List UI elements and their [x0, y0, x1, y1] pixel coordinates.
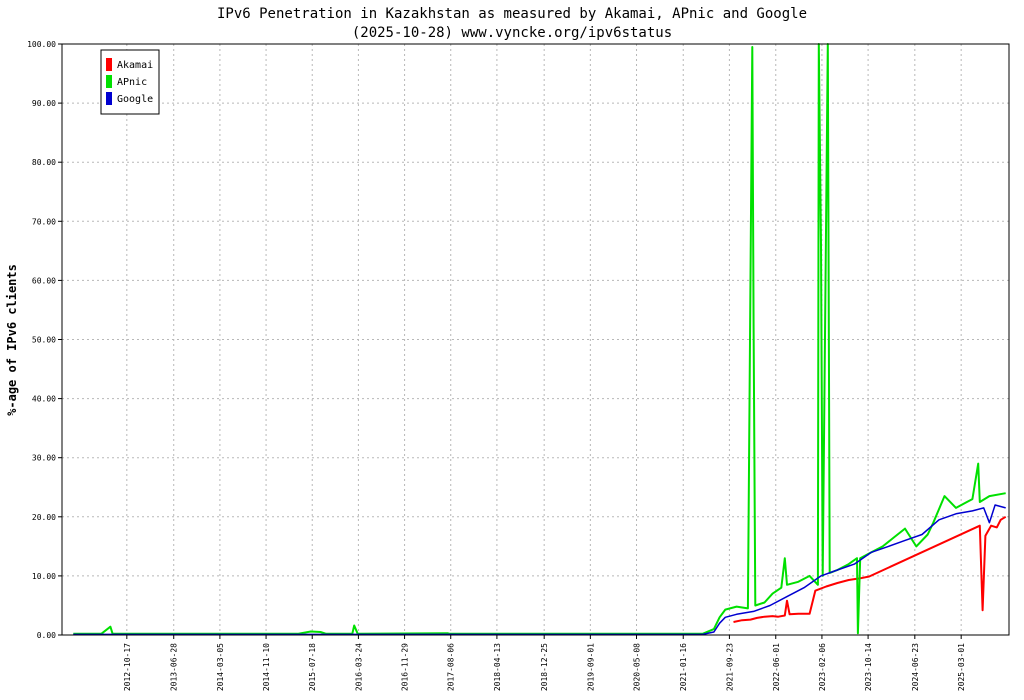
series-line-google	[73, 504, 1006, 636]
legend-swatch-akamai	[106, 58, 112, 71]
legend-swatch-apnic	[106, 75, 112, 88]
y-tick-label: 0.00	[37, 631, 56, 640]
y-tick-label: 60.00	[32, 276, 56, 285]
x-tick-label: 2022-06-01	[772, 643, 781, 691]
x-tick-label: 2025-03-01	[957, 643, 966, 691]
series-lines	[73, 43, 1007, 636]
legend-swatch-google	[106, 92, 112, 105]
legend-label-google: Google	[117, 94, 153, 105]
x-tick-label: 2021-01-16	[679, 643, 688, 691]
x-tick-label: 2013-06-28	[170, 643, 179, 691]
chart-subtitle: (2025-10-28) www.vyncke.org/ipv6status	[352, 25, 672, 41]
y-tick-label: 30.00	[32, 454, 56, 463]
y-tick-label: 10.00	[32, 572, 56, 581]
y-tick-labels: 0.00 10.00 20.00 30.00 40.00 50.00 60.00 70.00 8…	[27, 40, 56, 640]
y-tick-label: 100.00	[27, 40, 56, 49]
x-tick-label: 2019-09-01	[586, 643, 595, 691]
x-tick-label: 2020-05-08	[633, 643, 642, 691]
x-tick-labels: 2012-10-17 2013-06-28 2014-03-05 2014-11-10…	[123, 643, 966, 691]
x-tick-label: 2018-12-25	[540, 643, 549, 691]
grid-lines	[58, 43, 1009, 639]
series-line-apnic	[73, 43, 1006, 635]
x-tick-label: 2014-11-10	[262, 643, 271, 691]
y-tick-label: 90.00	[32, 99, 56, 108]
x-tick-label: 2012-10-17	[123, 643, 132, 691]
x-tick-label: 2023-10-14	[864, 643, 873, 691]
x-tick-label: 2016-11-29	[401, 643, 410, 691]
chart-title: IPv6 Penetration in Kazakhstan as measur…	[217, 6, 807, 22]
y-tick-label: 70.00	[32, 217, 56, 226]
x-tick-label: 2016-03-24	[354, 643, 363, 691]
legend-label-akamai: Akamai	[117, 60, 153, 71]
x-tick-label: 2015-07-18	[308, 643, 317, 691]
x-tick-label: 2021-09-23	[725, 643, 734, 691]
x-tick-label: 2018-04-13	[493, 643, 502, 691]
x-tick-label: 2017-08-06	[447, 643, 456, 691]
legend: Akamai APnic Google	[100, 49, 160, 115]
plot-frame	[61, 43, 1010, 636]
x-tick-label: 2024-06-23	[911, 643, 920, 691]
y-axis-label: %-age of IPv6 clients	[5, 264, 19, 416]
series-line-akamai	[733, 515, 1007, 623]
y-tick-label: 20.00	[32, 513, 56, 522]
y-tick-label: 40.00	[32, 395, 56, 404]
legend-label-apnic: APnic	[117, 77, 147, 88]
x-tick-label: 2014-03-05	[216, 643, 225, 691]
y-tick-label: 50.00	[32, 336, 56, 345]
x-tick-label: 2023-02-06	[818, 643, 827, 691]
y-tick-label: 80.00	[32, 158, 56, 167]
